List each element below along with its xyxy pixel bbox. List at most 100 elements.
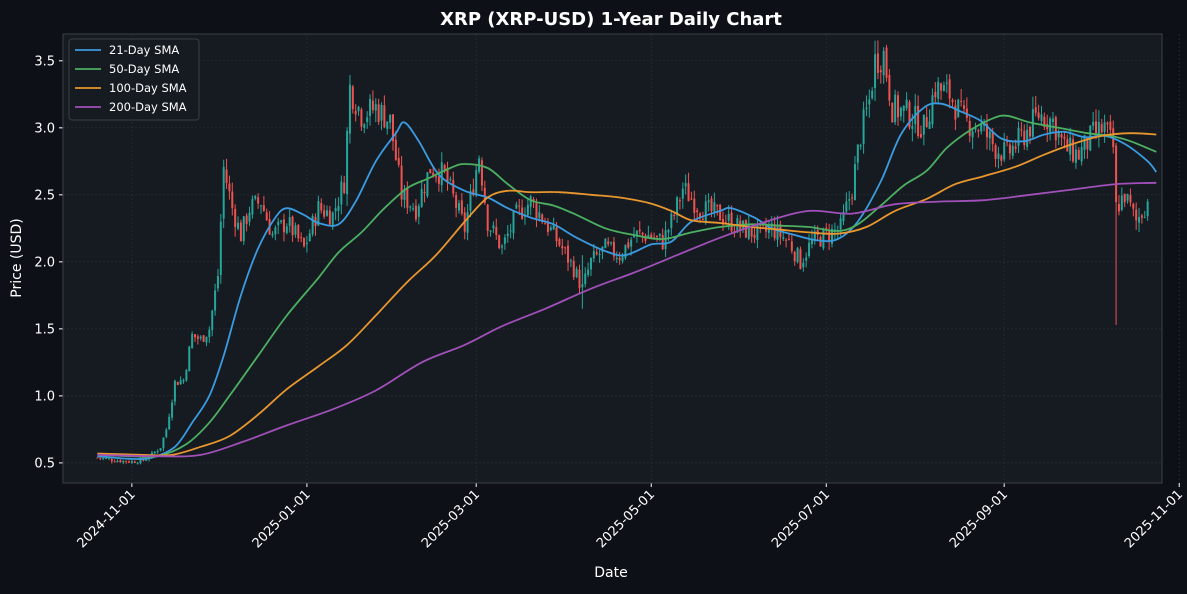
- candle-body: [681, 188, 684, 199]
- candle-body: [363, 124, 366, 128]
- candle-body: [851, 197, 854, 199]
- candle-body: [383, 105, 386, 128]
- candle-body: [1020, 129, 1023, 131]
- candle-body: [934, 91, 937, 98]
- candle-body: [1095, 121, 1098, 133]
- candle-body: [584, 273, 587, 285]
- candle-body: [182, 379, 185, 382]
- candle-body: [819, 236, 822, 247]
- candle-body: [403, 188, 406, 200]
- candle-body: [1115, 145, 1118, 203]
- candle-body: [139, 458, 142, 464]
- candle-body: [317, 201, 320, 226]
- candle-body: [1097, 121, 1100, 136]
- candle-body: [1123, 193, 1126, 203]
- candle-body: [308, 233, 311, 241]
- candle-body: [635, 230, 638, 235]
- candle-body: [1017, 127, 1020, 146]
- candle-body: [802, 262, 805, 268]
- candle-body: [420, 188, 423, 207]
- candle-body: [994, 145, 997, 160]
- candle-body: [340, 181, 343, 205]
- candle-body: [254, 195, 257, 199]
- candle-body: [1060, 134, 1063, 138]
- candle-body: [842, 211, 845, 222]
- candle-body: [822, 228, 825, 249]
- candle-body: [730, 212, 733, 232]
- candle-body: [412, 208, 415, 210]
- candle-body: [486, 204, 489, 231]
- candle-body: [457, 203, 460, 211]
- candle-body: [320, 203, 323, 211]
- candle-body: [1043, 116, 1046, 127]
- candle-body: [782, 237, 785, 239]
- candle-body: [575, 268, 578, 277]
- candle-body: [113, 461, 116, 463]
- candle-body: [357, 106, 360, 112]
- candle-body: [162, 437, 165, 449]
- candle-body: [968, 120, 971, 136]
- candle-body: [1143, 217, 1146, 219]
- plot-area: [63, 34, 1162, 483]
- candle-body: [971, 131, 974, 138]
- legend-label: 100-Day SMA: [109, 81, 187, 95]
- candle-body: [99, 457, 102, 459]
- candle-body: [658, 233, 661, 236]
- candle-body: [116, 460, 119, 463]
- candle-body: [604, 239, 607, 249]
- candle-body: [483, 187, 486, 204]
- candle-body: [727, 213, 730, 221]
- candle-body: [501, 245, 504, 248]
- candle-body: [406, 187, 409, 208]
- plot-frame: [62, 33, 1163, 484]
- candle-body: [282, 219, 285, 233]
- candle-body: [251, 199, 254, 215]
- sma-lines: [97, 102, 1158, 460]
- candle-body: [940, 83, 943, 91]
- candle-body: [386, 121, 389, 129]
- candle-body: [469, 191, 472, 211]
- candle-body: [647, 234, 650, 239]
- candle-body: [673, 215, 676, 217]
- candle-body: [199, 336, 202, 339]
- candle-body: [119, 460, 122, 463]
- candle-body: [380, 104, 383, 121]
- candle-body: [578, 269, 581, 289]
- y-tick-label: 0.5: [34, 456, 55, 471]
- legend-box: [68, 38, 200, 121]
- y-tick-label: 3.0: [34, 121, 55, 136]
- legend-label: 50-Day SMA: [109, 62, 179, 76]
- candle-body: [1029, 127, 1032, 137]
- candle-body: [1126, 194, 1129, 201]
- candle-body: [480, 160, 483, 186]
- candle-body: [509, 230, 512, 232]
- candle-body: [937, 81, 940, 99]
- candle-body: [437, 176, 440, 184]
- candle-body: [859, 145, 862, 147]
- candle-body: [945, 82, 948, 84]
- candle-body: [885, 47, 888, 78]
- candle-body: [544, 223, 547, 225]
- candle-body: [369, 98, 372, 116]
- candle-body: [455, 195, 458, 208]
- candle-body: [515, 204, 518, 209]
- candle-body: [865, 107, 868, 110]
- candle-body: [446, 168, 449, 183]
- candle-body: [231, 191, 234, 209]
- candle-body: [908, 101, 911, 128]
- legend-label: 21-Day SMA: [109, 43, 179, 57]
- candle-body: [219, 221, 222, 275]
- candle-body: [724, 221, 727, 223]
- candle-body: [466, 212, 469, 233]
- candle-body: [498, 235, 501, 249]
- candle-body: [790, 241, 793, 252]
- candle-body: [171, 402, 174, 418]
- candle-body: [1072, 139, 1075, 162]
- candle-body: [374, 104, 377, 111]
- candle-body: [512, 211, 515, 234]
- candle-body: [222, 166, 225, 219]
- candle-body: [1132, 203, 1135, 209]
- candle-body: [655, 235, 658, 237]
- candle-body: [460, 200, 463, 214]
- candle-body: [773, 224, 776, 239]
